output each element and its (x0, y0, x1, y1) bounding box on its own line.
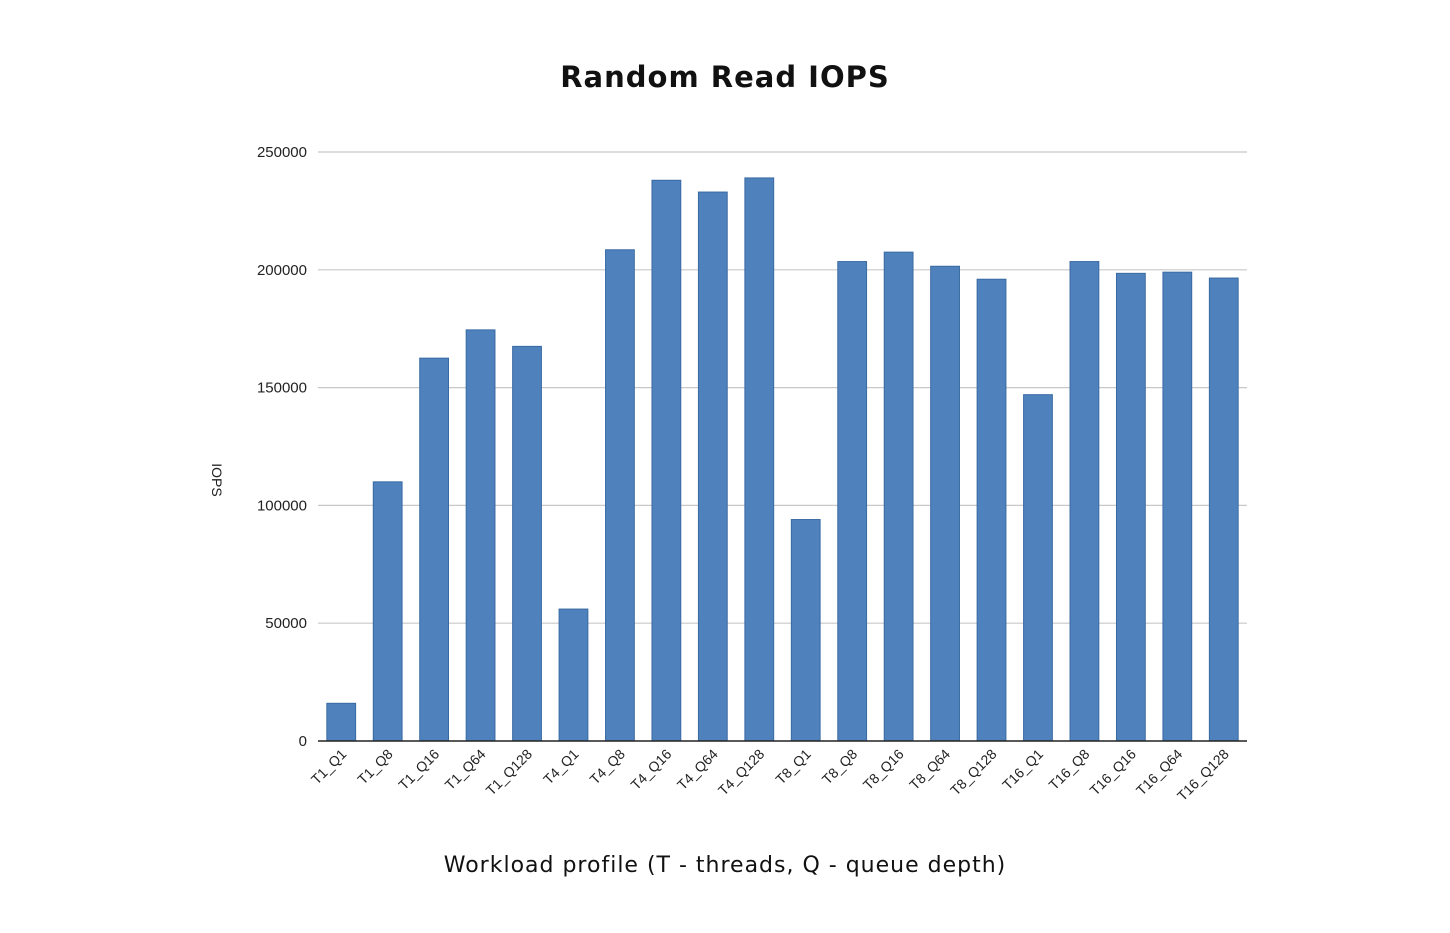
x-category-label: T16_Q1 (999, 746, 1046, 793)
y-axis-title: IOPS (209, 463, 225, 496)
bar (697, 191, 728, 742)
bar (976, 278, 1007, 742)
bar (326, 702, 357, 742)
bar (1162, 271, 1193, 742)
gridlines (318, 151, 1247, 624)
bar (883, 251, 914, 742)
bar (1115, 272, 1146, 742)
y-tick-label: 150000 (257, 380, 307, 397)
y-tick-label: 200000 (257, 262, 307, 279)
x-category-label: T16_Q8 (1045, 746, 1092, 793)
bar (419, 357, 450, 742)
x-category-label: T8_Q8 (819, 746, 861, 788)
x-category-label: T1_Q8 (354, 746, 396, 788)
bar (465, 329, 496, 742)
bar (837, 261, 868, 742)
bar (558, 608, 589, 742)
bar (1023, 394, 1053, 742)
y-axis-ticks: 0 50000 100000 150000 200000 250000 (257, 144, 307, 750)
chart-title: Random Read IOPS (560, 60, 890, 94)
x-category-label: T4_Q1 (540, 746, 582, 788)
bar (512, 345, 542, 742)
y-tick-label: 250000 (257, 144, 307, 161)
x-category-label: T4_Q64 (674, 746, 721, 793)
bars (326, 177, 1239, 742)
bar (1208, 277, 1239, 742)
x-category-label: T4_Q8 (586, 746, 628, 788)
bar (605, 249, 635, 742)
x-category-label: T8_Q128 (947, 746, 1000, 799)
y-tick-label: 100000 (257, 497, 307, 514)
y-tick-label: 50000 (265, 615, 307, 632)
bar (790, 519, 821, 742)
bar (1069, 261, 1100, 742)
bar (651, 179, 682, 742)
x-category-label: T8_Q16 (860, 746, 907, 793)
bar (930, 265, 960, 742)
bar (744, 177, 775, 742)
x-category-label: T1_Q16 (395, 746, 442, 793)
x-axis-title: Workload profile (T - threads, Q - queue… (443, 853, 1007, 878)
x-category-label: T4_Q16 (627, 746, 674, 793)
x-category-label: T1_Q128 (483, 746, 536, 799)
x-category-label: T16_Q16 (1086, 746, 1139, 799)
x-category-label: T1_Q64 (442, 746, 489, 793)
x-category-label: T1_Q1 (308, 746, 350, 788)
x-category-label: T8_Q64 (906, 746, 953, 793)
x-category-label: T4_Q128 (715, 746, 768, 799)
bar (372, 481, 403, 742)
y-tick-label: 0 (299, 733, 307, 750)
x-category-label: T8_Q1 (772, 746, 814, 788)
